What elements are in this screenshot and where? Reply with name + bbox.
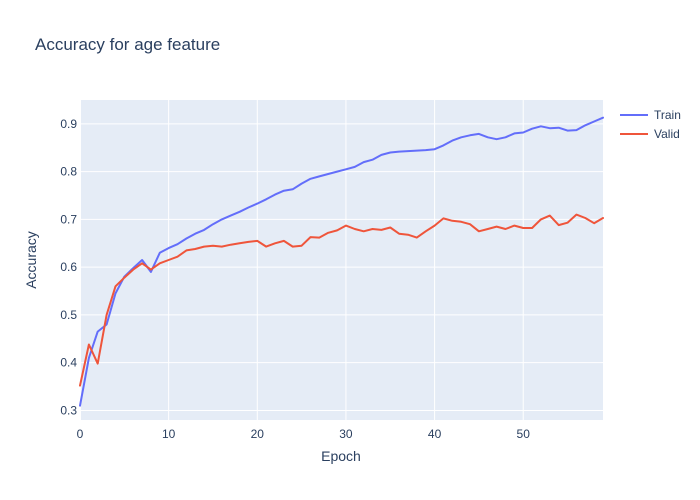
x-tick-label: 40: [428, 427, 442, 441]
grid-lines: [79, 100, 603, 420]
y-tick-label: 0.8: [60, 165, 77, 179]
x-tick-label: 20: [251, 427, 265, 441]
legend-label: Train: [654, 108, 681, 122]
legend-label: Valid: [654, 127, 680, 141]
y-tick-label: 0.6: [60, 260, 77, 274]
y-axis-title: Accuracy: [23, 231, 39, 289]
chart-title: Accuracy for age feature: [35, 35, 220, 54]
x-tick-label: 50: [517, 427, 531, 441]
y-tick-label: 0.3: [60, 403, 77, 417]
x-axis-ticks: 0 10 20 30 40 50: [77, 427, 531, 441]
x-tick-label: 10: [162, 427, 176, 441]
y-tick-label: 0.7: [60, 212, 77, 226]
y-tick-label: 0.4: [60, 356, 77, 370]
legend-item-valid[interactable]: Valid: [620, 127, 680, 141]
y-tick-label: 0.5: [60, 308, 77, 322]
series-lines: [79, 116, 604, 407]
y-tick-label: 0.9: [60, 117, 77, 131]
x-axis-title: Epoch: [321, 448, 361, 464]
x-tick-label: 0: [77, 427, 84, 441]
legend-item-train[interactable]: Train: [620, 108, 681, 122]
legend[interactable]: Train Valid: [620, 108, 681, 141]
series-line-train: [79, 116, 604, 407]
y-axis-ticks: 0.3 0.4 0.5 0.6 0.7 0.8 0.9: [60, 117, 77, 418]
series-line-valid: [79, 213, 604, 387]
x-tick-label: 30: [339, 427, 353, 441]
plot-area: [80, 100, 603, 420]
